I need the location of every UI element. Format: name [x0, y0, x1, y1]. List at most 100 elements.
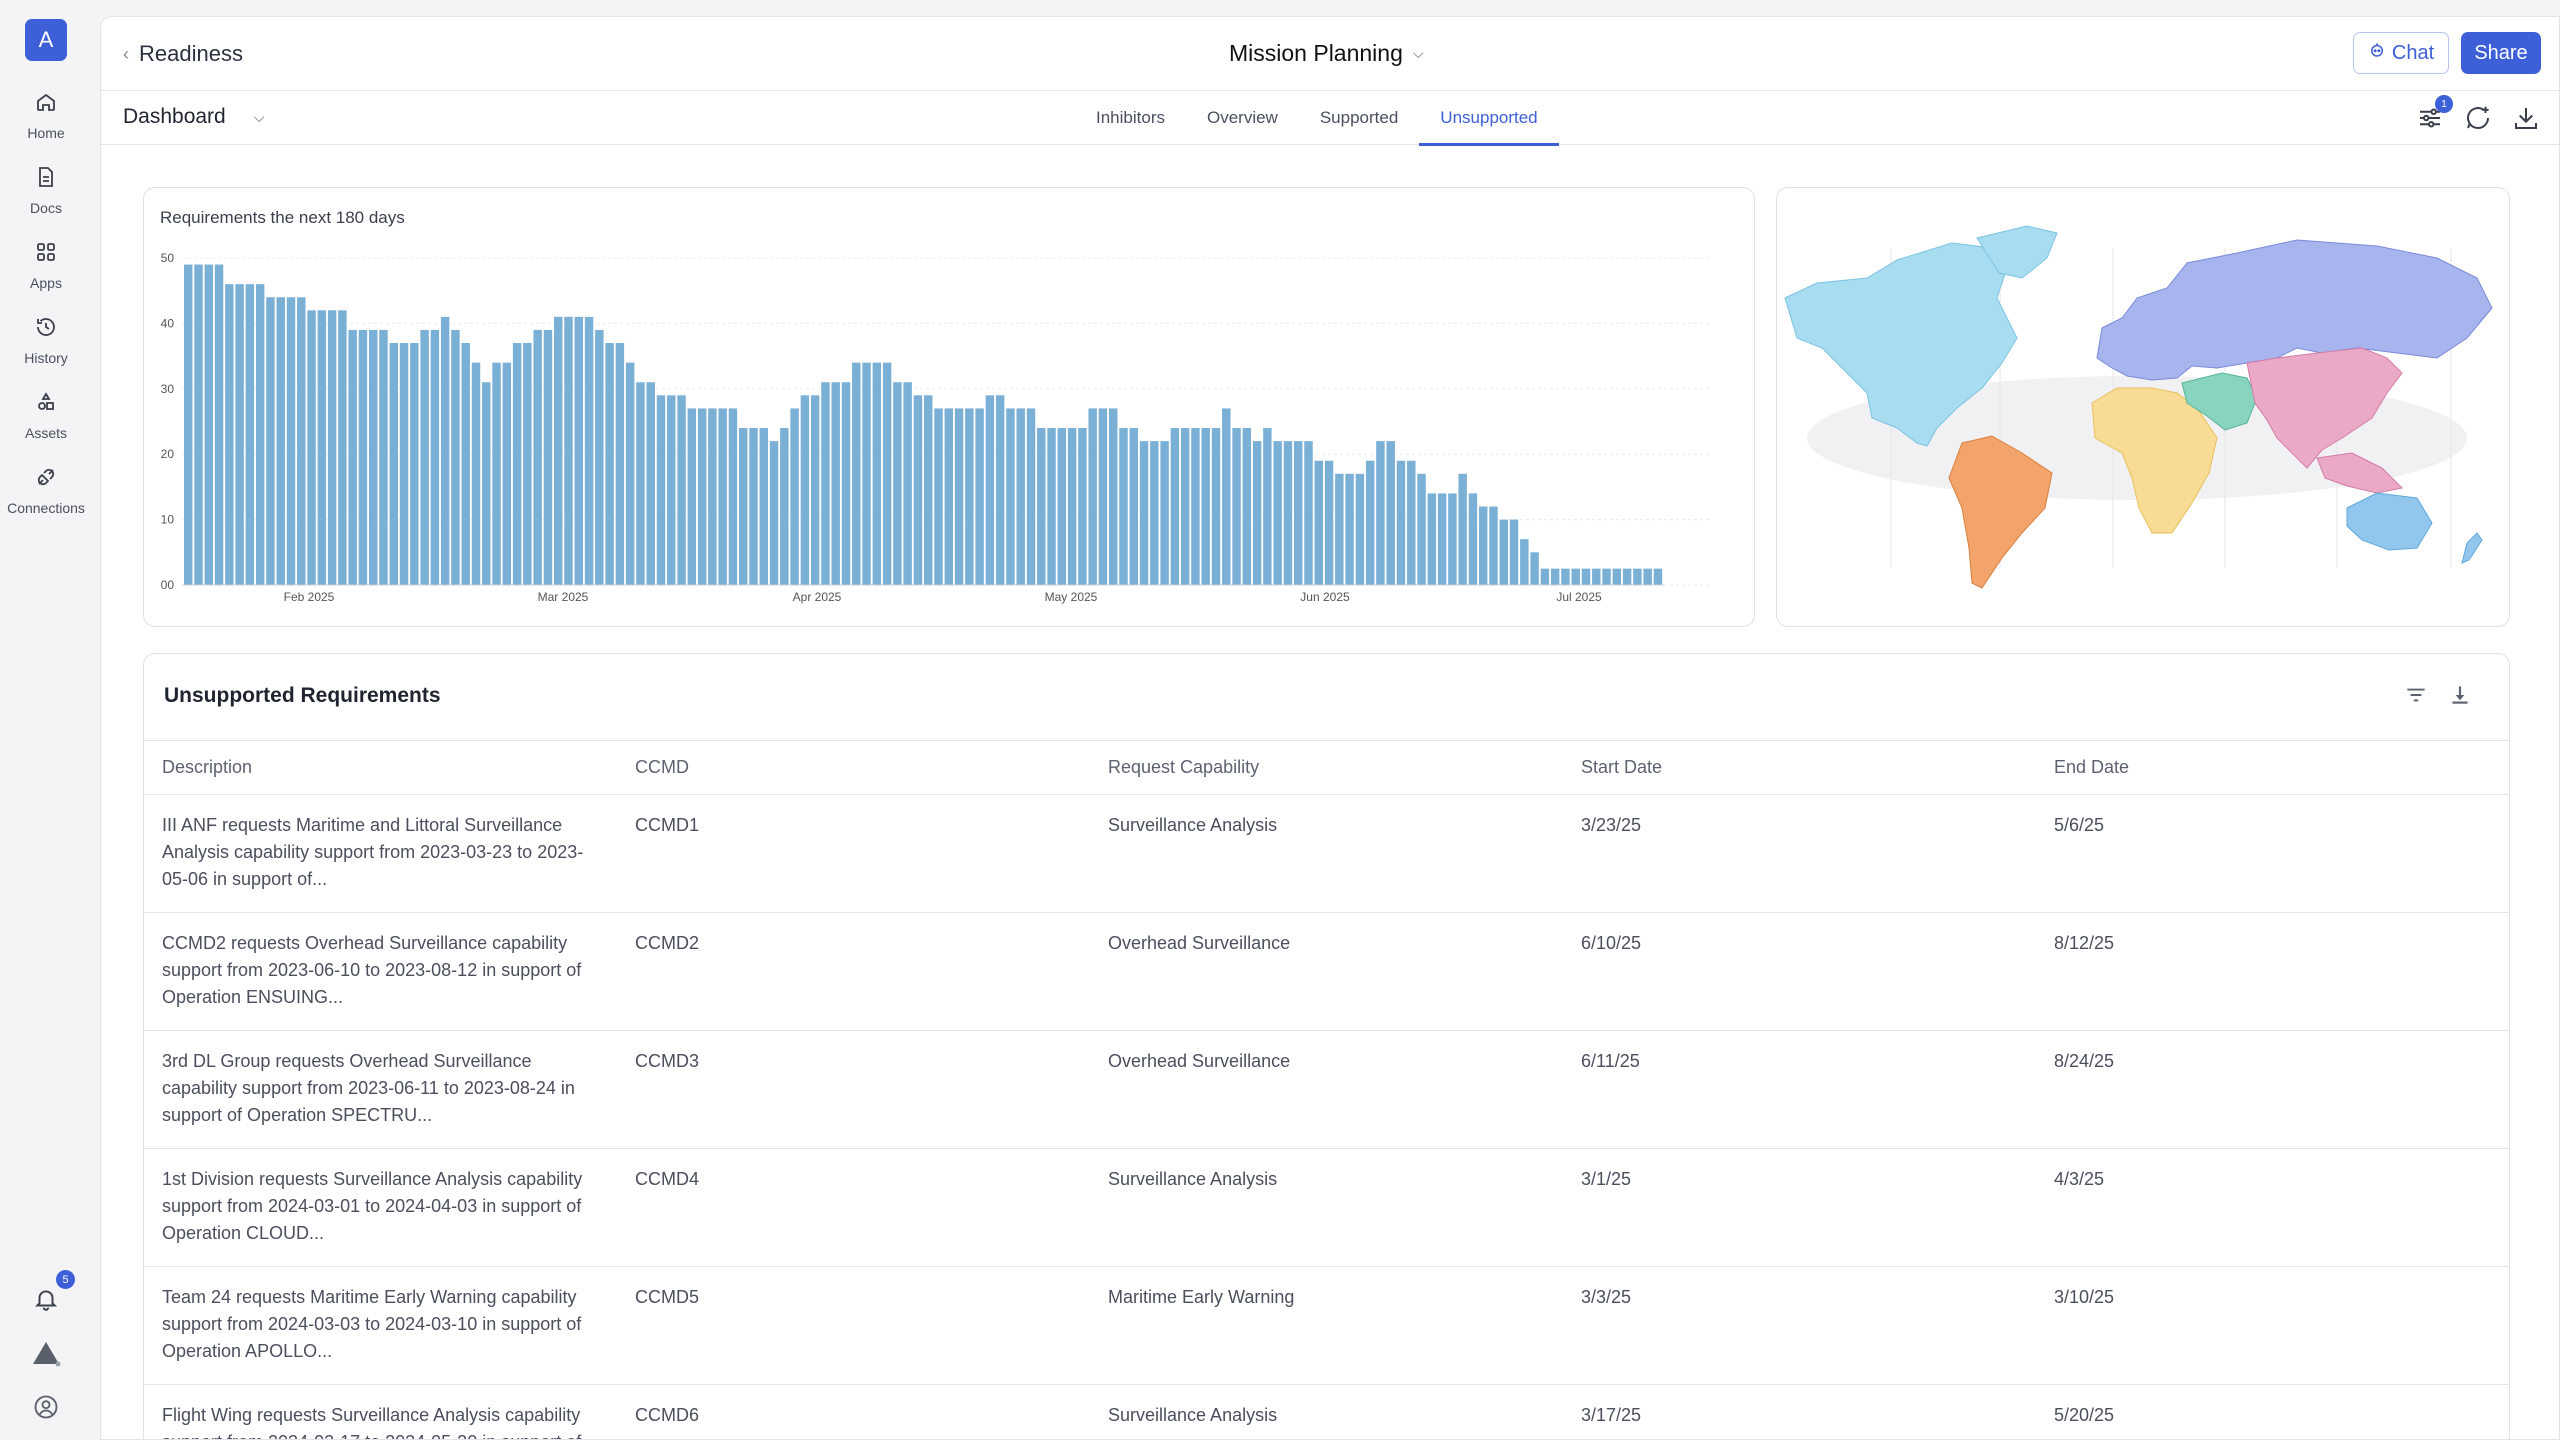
- chart-bar[interactable]: [615, 343, 625, 585]
- chart-bar[interactable]: [728, 408, 738, 585]
- chart-bar[interactable]: [194, 264, 203, 585]
- chart-bar[interactable]: [656, 395, 666, 585]
- chart-bar[interactable]: [1386, 441, 1395, 585]
- chart-bar[interactable]: [1622, 568, 1632, 585]
- notifications-button[interactable]: [0, 1286, 92, 1317]
- table-row[interactable]: Flight Wing requests Surveillance Analys…: [144, 1384, 2509, 1439]
- rail-item-docs[interactable]: Docs: [0, 165, 92, 231]
- chart-bar[interactable]: [995, 395, 1005, 585]
- chart-bar[interactable]: [1242, 428, 1252, 585]
- chart-bar[interactable]: [317, 310, 327, 585]
- chart-bar[interactable]: [492, 362, 501, 585]
- chart-bar[interactable]: [1057, 428, 1067, 585]
- chart-bar[interactable]: [934, 408, 943, 585]
- chart-bar[interactable]: [266, 297, 275, 585]
- chart-bar[interactable]: [1489, 506, 1498, 585]
- chart-bar[interactable]: [225, 284, 234, 585]
- filter-settings-button[interactable]: 1: [2415, 95, 2453, 133]
- chart-bar[interactable]: [831, 382, 840, 585]
- chart-bar[interactable]: [502, 362, 512, 585]
- chart-bar[interactable]: [924, 395, 933, 585]
- chart-bar[interactable]: [379, 329, 388, 585]
- chart-bar[interactable]: [245, 284, 255, 585]
- chart-bar[interactable]: [471, 362, 481, 585]
- tab-inhibitors[interactable]: Inhibitors: [1096, 108, 1165, 127]
- chart-bar[interactable]: [1232, 428, 1241, 585]
- chart-bar[interactable]: [595, 329, 604, 585]
- document-title[interactable]: Mission Planning ⌵: [1229, 40, 1424, 67]
- chart-bar[interactable]: [1109, 408, 1118, 585]
- chart-bar[interactable]: [420, 329, 429, 585]
- chart-bar[interactable]: [975, 408, 984, 585]
- chart-bar[interactable]: [1540, 568, 1550, 585]
- chart-bar[interactable]: [1037, 428, 1046, 585]
- chart-bar[interactable]: [1571, 568, 1580, 585]
- column-header-description[interactable]: Description: [144, 740, 617, 795]
- chart-bar[interactable]: [1550, 568, 1560, 585]
- chart-bar[interactable]: [1643, 568, 1652, 585]
- chart-bar[interactable]: [184, 264, 193, 585]
- chart-bar[interactable]: [399, 343, 409, 585]
- chart-bar[interactable]: [852, 362, 861, 585]
- share-button[interactable]: Share: [2461, 32, 2541, 74]
- region-middle-east[interactable]: [2181, 372, 2258, 431]
- chart-bar[interactable]: [1047, 428, 1056, 585]
- chart-bar[interactable]: [574, 316, 583, 585]
- table-row[interactable]: CCMD2 requests Overhead Surveillance cap…: [144, 912, 2509, 1031]
- region-new-zealand[interactable]: [2461, 532, 2483, 564]
- chart-bar[interactable]: [1252, 441, 1262, 585]
- chart-bar[interactable]: [1211, 428, 1221, 585]
- chart-bar[interactable]: [1222, 408, 1231, 585]
- chart-bar[interactable]: [913, 395, 923, 585]
- chart-bar[interactable]: [554, 316, 563, 585]
- chart-bar[interactable]: [1314, 460, 1323, 585]
- chart-bar[interactable]: [862, 362, 871, 585]
- tab-supported[interactable]: Supported: [1319, 108, 1399, 127]
- column-header-request-capability[interactable]: Request Capability: [1090, 740, 1563, 795]
- chart-bar[interactable]: [235, 284, 244, 585]
- chart-bar[interactable]: [276, 297, 285, 585]
- region-greenland[interactable]: [1976, 225, 2058, 279]
- chart-bar[interactable]: [1088, 408, 1097, 585]
- chart-bar[interactable]: [1509, 519, 1519, 585]
- chart-bar[interactable]: [369, 329, 378, 585]
- chart-bar[interactable]: [286, 297, 296, 585]
- table-download-button[interactable]: [2447, 682, 2473, 708]
- chart-bar[interactable]: [1561, 568, 1570, 585]
- chart-bar[interactable]: [389, 343, 398, 585]
- chart-bar[interactable]: [1612, 568, 1622, 585]
- chart-bar[interactable]: [1304, 441, 1313, 585]
- chart-bar[interactable]: [1180, 428, 1190, 585]
- chart-bar[interactable]: [1078, 428, 1087, 585]
- chart-bar[interactable]: [1581, 568, 1591, 585]
- chart-bar[interactable]: [893, 382, 902, 585]
- add-comment-button[interactable]: [2463, 103, 2493, 133]
- chart-bar[interactable]: [1417, 473, 1426, 585]
- profile-button[interactable]: [0, 1393, 92, 1426]
- chart-bar[interactable]: [1098, 408, 1108, 585]
- breadcrumb[interactable]: ‹ Readiness: [123, 41, 243, 67]
- chart-bar[interactable]: [646, 382, 655, 585]
- chart-bar[interactable]: [985, 395, 995, 585]
- chart-bar[interactable]: [1294, 441, 1303, 585]
- chart-bar[interactable]: [204, 264, 213, 585]
- chart-bar[interactable]: [954, 408, 964, 585]
- chart-bar[interactable]: [523, 343, 532, 585]
- table-row[interactable]: III ANF requests Maritime and Littoral S…: [144, 794, 2509, 913]
- chart-bar[interactable]: [903, 382, 912, 585]
- chart-bar[interactable]: [461, 343, 470, 585]
- chart-bar[interactable]: [1026, 408, 1036, 585]
- workspace-logo[interactable]: A: [25, 19, 67, 61]
- chart-bar[interactable]: [965, 408, 974, 585]
- chart-bar[interactable]: [1119, 428, 1128, 585]
- column-header-ccmd[interactable]: CCMD: [617, 740, 1090, 795]
- chart-bar[interactable]: [1150, 441, 1159, 585]
- rail-item-connections[interactable]: Connections: [0, 465, 92, 531]
- chart-bar[interactable]: [1633, 568, 1642, 585]
- chart-bar[interactable]: [1437, 493, 1447, 585]
- chart-bar[interactable]: [1407, 460, 1416, 585]
- chart-bar[interactable]: [739, 428, 748, 585]
- chart-bar[interactable]: [348, 329, 357, 585]
- chart-bar[interactable]: [605, 343, 614, 585]
- chart-bar[interactable]: [882, 362, 892, 585]
